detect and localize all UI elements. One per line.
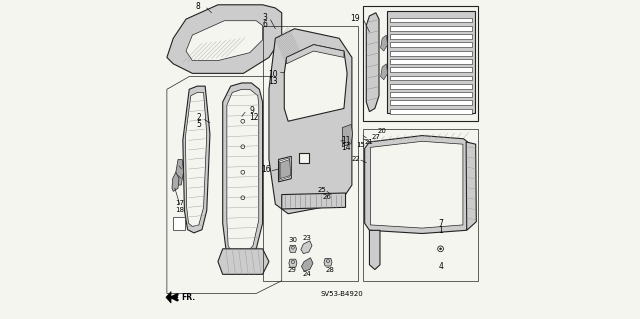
Polygon shape	[390, 42, 472, 47]
Text: 4: 4	[438, 262, 443, 271]
Polygon shape	[342, 124, 353, 147]
Text: 14: 14	[342, 143, 351, 152]
Polygon shape	[381, 64, 388, 80]
Polygon shape	[227, 89, 259, 254]
Polygon shape	[289, 245, 296, 252]
Text: 7: 7	[438, 219, 443, 228]
Text: 12: 12	[249, 113, 259, 122]
Text: 16: 16	[261, 165, 271, 174]
Circle shape	[440, 248, 442, 250]
Text: 1: 1	[438, 226, 443, 235]
Text: 8: 8	[196, 2, 200, 11]
Text: 11: 11	[342, 136, 351, 145]
Text: 22: 22	[351, 156, 360, 162]
Polygon shape	[166, 292, 171, 303]
Polygon shape	[300, 153, 309, 163]
Polygon shape	[186, 21, 262, 61]
Polygon shape	[390, 34, 472, 39]
Polygon shape	[369, 230, 380, 270]
Polygon shape	[381, 35, 388, 51]
Text: 13: 13	[268, 77, 278, 85]
Text: 2: 2	[196, 113, 202, 122]
Polygon shape	[390, 76, 472, 80]
Polygon shape	[366, 13, 379, 112]
Text: 29: 29	[288, 267, 297, 272]
Text: 10: 10	[268, 70, 278, 78]
Polygon shape	[363, 6, 478, 121]
Polygon shape	[324, 258, 332, 266]
Text: 9: 9	[249, 106, 254, 115]
Text: 15: 15	[356, 142, 365, 148]
Text: 20: 20	[378, 128, 387, 134]
Text: 5: 5	[196, 120, 202, 129]
Polygon shape	[390, 100, 472, 105]
Polygon shape	[390, 18, 472, 22]
Text: FR.: FR.	[181, 293, 195, 302]
Polygon shape	[278, 156, 291, 182]
Polygon shape	[289, 259, 297, 267]
Polygon shape	[390, 92, 472, 97]
Polygon shape	[172, 172, 179, 191]
Text: SV53-B4920: SV53-B4920	[321, 291, 364, 297]
Polygon shape	[282, 193, 346, 209]
Polygon shape	[218, 249, 269, 274]
Polygon shape	[387, 11, 475, 113]
Polygon shape	[186, 93, 207, 226]
Text: 26: 26	[323, 194, 332, 200]
Text: 28: 28	[325, 267, 334, 272]
Text: 24: 24	[303, 271, 312, 277]
Polygon shape	[466, 142, 476, 230]
Text: 23: 23	[303, 235, 312, 241]
Polygon shape	[390, 59, 472, 64]
Polygon shape	[284, 45, 347, 121]
Text: 27: 27	[371, 134, 380, 139]
Polygon shape	[173, 217, 186, 230]
Text: 6: 6	[262, 20, 268, 29]
Polygon shape	[287, 45, 344, 64]
Text: 18: 18	[175, 207, 184, 212]
Polygon shape	[390, 67, 472, 72]
Polygon shape	[269, 29, 352, 214]
Polygon shape	[167, 5, 282, 73]
Polygon shape	[223, 83, 262, 258]
Polygon shape	[390, 26, 472, 31]
Text: 30: 30	[289, 237, 298, 243]
Text: 17: 17	[175, 200, 184, 205]
Polygon shape	[365, 136, 472, 234]
Polygon shape	[371, 141, 463, 228]
Polygon shape	[390, 109, 472, 114]
Polygon shape	[301, 258, 313, 271]
Text: 19: 19	[350, 14, 360, 23]
Polygon shape	[280, 160, 291, 179]
Polygon shape	[390, 84, 472, 89]
Text: 21: 21	[365, 139, 374, 145]
Text: 25: 25	[317, 187, 326, 193]
Polygon shape	[301, 241, 312, 254]
Polygon shape	[390, 51, 472, 56]
Polygon shape	[183, 86, 210, 233]
Polygon shape	[176, 160, 184, 185]
Text: 3: 3	[262, 13, 268, 22]
